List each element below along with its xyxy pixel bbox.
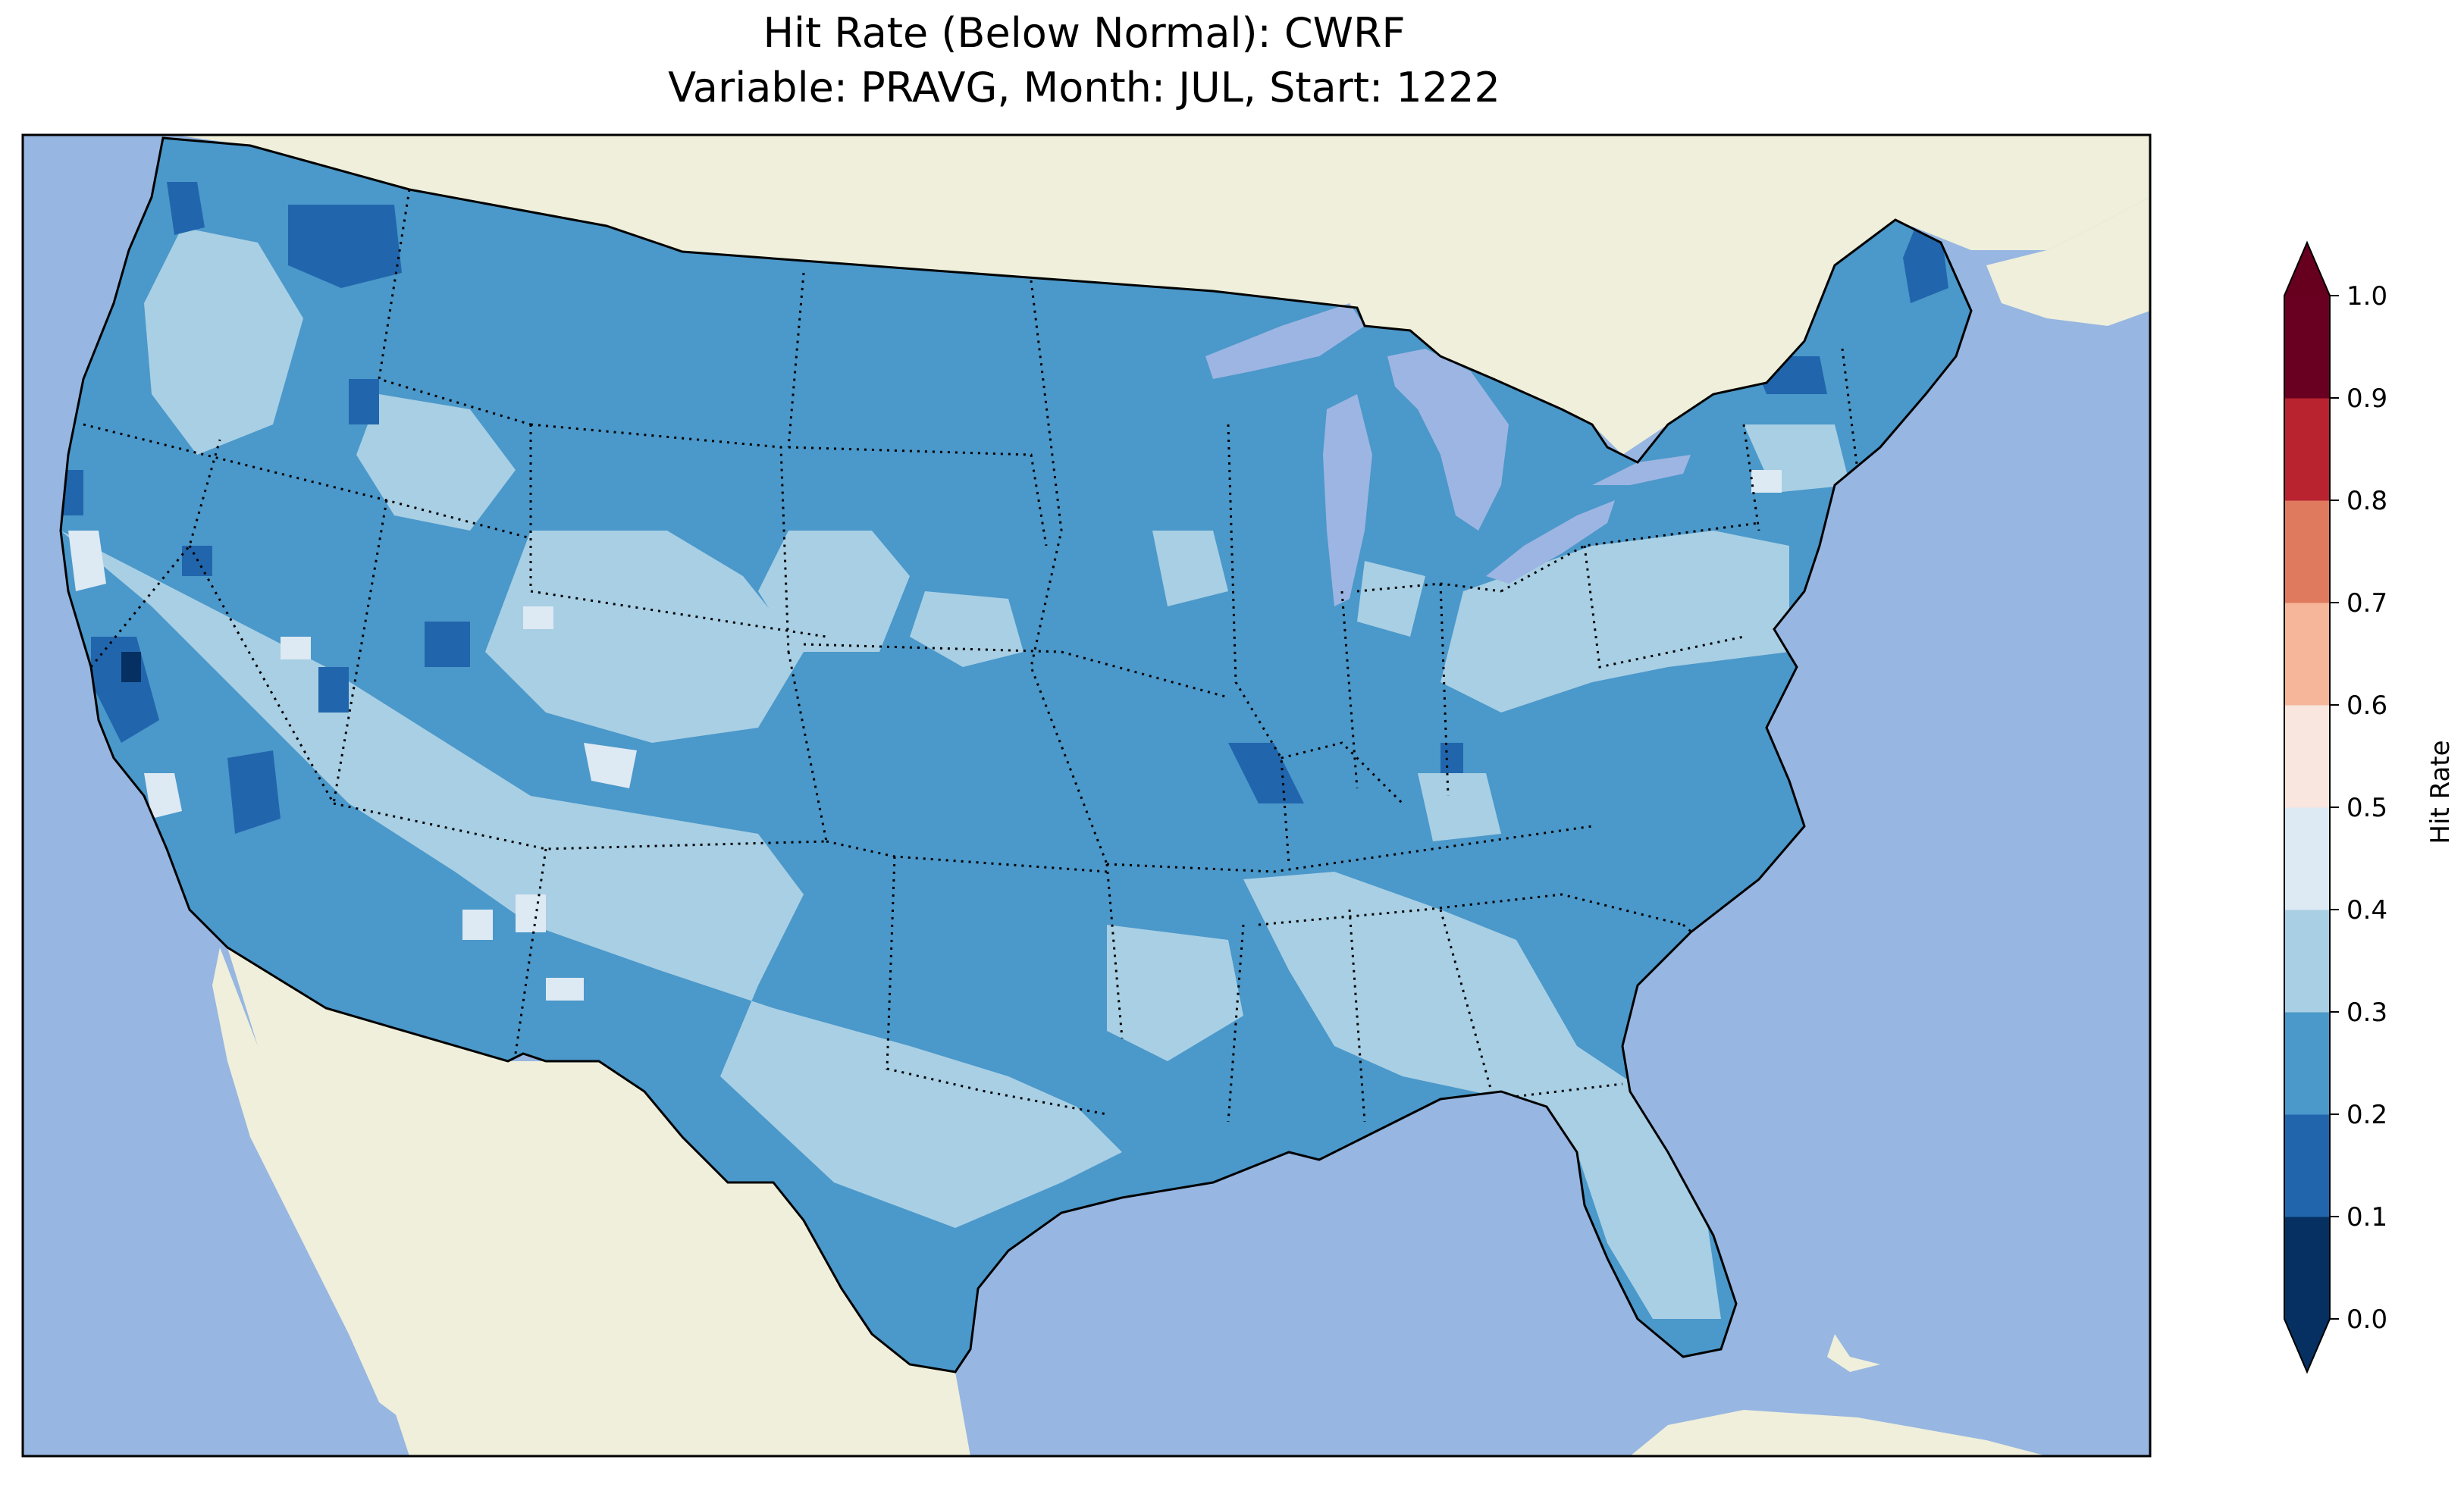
hit-rate-palest-regions	[68, 470, 1782, 1001]
colorbar-bin	[2284, 398, 2330, 501]
canada-maritimes	[1986, 197, 2150, 326]
colorbar-tick-label: 0.4	[2346, 895, 2387, 926]
colorbar-bin	[2284, 603, 2330, 706]
baja-peninsula	[212, 947, 425, 1425]
colorbar-bin	[2284, 1114, 2330, 1217]
map-frame	[21, 133, 2152, 1458]
colorbar-tick-label: 0.3	[2346, 998, 2387, 1028]
colorbar-over-arrow	[2284, 243, 2330, 296]
colorbar-tick-label: 0.8	[2346, 486, 2387, 516]
chart-subtitle: Variable: PRAVG, Month: JUL, Start: 1222	[668, 64, 1500, 111]
mexico-land	[227, 947, 970, 1456]
colorbar-tick-label: 0.2	[2346, 1100, 2387, 1130]
chart-title: Hit Rate (Below Normal): CWRF	[763, 9, 1406, 57]
colorbar-tick-label: 0.6	[2346, 691, 2387, 721]
colorbar-label: Hit Rate	[2425, 740, 2456, 844]
colorbar-tick-label: 0.0	[2346, 1305, 2387, 1335]
colorbar-bin	[2284, 1217, 2330, 1320]
colorbar-bin	[2284, 910, 2330, 1013]
colorbar-bin	[2284, 500, 2330, 603]
colorbar-tick-label: 0.1	[2346, 1202, 2387, 1232]
colorbar-bin	[2284, 296, 2330, 399]
colorbar-tick-label: 0.5	[2346, 793, 2387, 823]
colorbar-tick-label: 1.0	[2346, 281, 2387, 312]
great-lakes	[1205, 303, 1691, 606]
state-borders	[83, 189, 1859, 1123]
cuba-land	[1827, 1334, 1880, 1372]
colorbar-bin	[2284, 705, 2330, 808]
colorbar-bin	[2284, 1012, 2330, 1115]
canada-land	[174, 135, 2150, 455]
colorbar: 0.0 0.1 0.2 0.3 0.4 0.5 0.6 0.7 0.8 0.9 1.0	[2284, 240, 2387, 1374]
hit-rate-darkest-cell	[121, 652, 141, 682]
colorbar-tick-label: 0.9	[2346, 384, 2387, 414]
colorbar-under-arrow	[2284, 1319, 2330, 1372]
colorbar-bin	[2284, 807, 2330, 910]
colorbar-tick-label: 0.7	[2346, 588, 2387, 619]
south-america-land	[1630, 1410, 2047, 1456]
